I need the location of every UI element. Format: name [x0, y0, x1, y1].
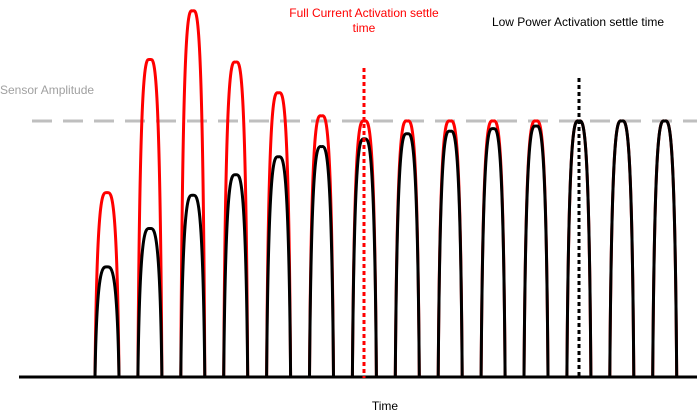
- pulse: [93, 265, 121, 378]
- pulse: [608, 119, 636, 378]
- pulse: [393, 119, 421, 378]
- pulse: [93, 191, 121, 378]
- full-current-settle-label: Full Current Activation settle time: [289, 6, 439, 35]
- low-power-pulses: [93, 119, 679, 378]
- pulse: [651, 119, 679, 378]
- pulse: [136, 226, 164, 378]
- pulse: [222, 60, 250, 378]
- pulse: [436, 129, 464, 378]
- pulse: [136, 57, 164, 378]
- pulse: [265, 91, 293, 378]
- pulse: [308, 114, 335, 378]
- sensor-amplitude-label: Sensor Amplitude: [0, 83, 95, 97]
- pulse: [479, 127, 507, 378]
- pulse: [308, 145, 335, 378]
- pulse: [393, 132, 421, 378]
- x-axis-label: Time: [371, 399, 399, 413]
- pulse: [179, 9, 207, 378]
- low-power-settle-label: Low Power Activation settle time: [491, 15, 665, 29]
- pulse: [179, 193, 207, 378]
- pulse: [265, 155, 293, 378]
- pulse: [522, 124, 550, 378]
- pulse: [222, 173, 250, 378]
